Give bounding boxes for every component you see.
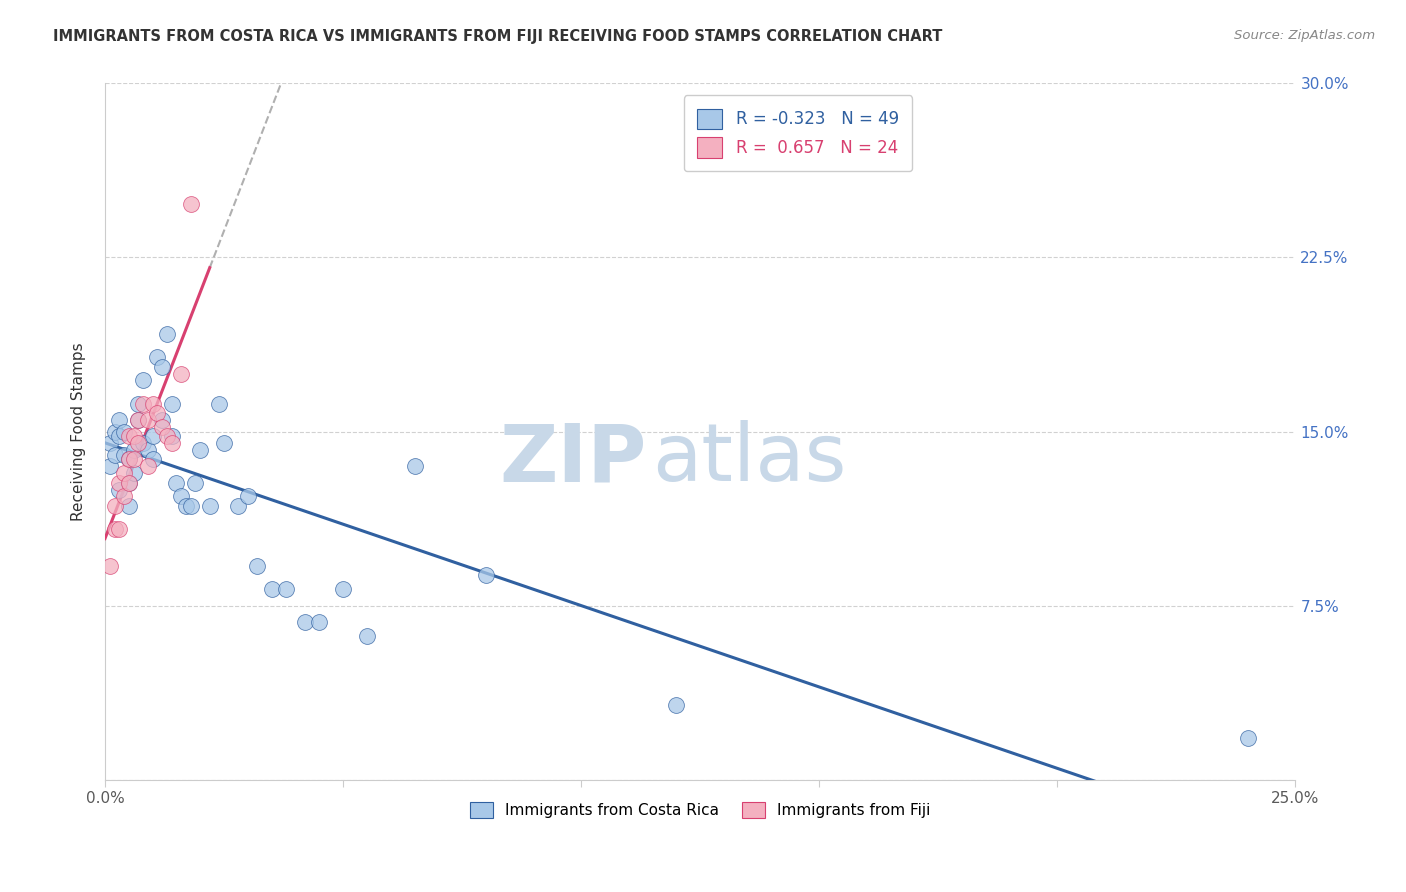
Point <box>108 413 131 427</box>
Point <box>665 698 688 713</box>
Point <box>160 436 183 450</box>
Point <box>274 582 297 597</box>
Text: IMMIGRANTS FROM COSTA RICA VS IMMIGRANTS FROM FIJI RECEIVING FOOD STAMPS CORRELA: IMMIGRANTS FROM COSTA RICA VS IMMIGRANTS… <box>53 29 943 44</box>
Point <box>136 459 159 474</box>
Point <box>160 429 183 443</box>
Point <box>98 559 121 574</box>
Point <box>132 397 155 411</box>
Legend: Immigrants from Costa Rica, Immigrants from Fiji: Immigrants from Costa Rica, Immigrants f… <box>464 796 936 824</box>
Point <box>146 406 169 420</box>
Point <box>112 490 135 504</box>
Point <box>260 582 283 597</box>
Point <box>108 475 131 490</box>
Point <box>308 615 330 629</box>
Point <box>208 397 231 411</box>
Point <box>118 475 141 490</box>
Point <box>118 499 141 513</box>
Point <box>150 359 173 374</box>
Point <box>98 436 121 450</box>
Point <box>404 459 426 474</box>
Point <box>103 522 125 536</box>
Point <box>180 499 202 513</box>
Point <box>103 499 125 513</box>
Point <box>156 327 179 342</box>
Point <box>294 615 316 629</box>
Text: atlas: atlas <box>652 420 846 499</box>
Point <box>112 467 135 481</box>
Text: Source: ZipAtlas.com: Source: ZipAtlas.com <box>1234 29 1375 42</box>
Point <box>142 429 165 443</box>
Point <box>122 443 145 458</box>
Point <box>122 467 145 481</box>
Point <box>108 483 131 497</box>
Point <box>142 452 165 467</box>
Point <box>180 197 202 211</box>
Point <box>246 559 269 574</box>
Point <box>122 452 145 467</box>
Point <box>150 420 173 434</box>
Point <box>132 436 155 450</box>
Point <box>122 429 145 443</box>
Point <box>212 436 235 450</box>
Point <box>236 490 259 504</box>
Point <box>475 568 498 582</box>
Point <box>1237 731 1260 745</box>
Point <box>103 448 125 462</box>
Point <box>146 351 169 365</box>
Point <box>170 490 193 504</box>
Point <box>127 436 149 450</box>
Point <box>165 475 187 490</box>
Point <box>118 452 141 467</box>
Point <box>228 499 250 513</box>
Text: ZIP: ZIP <box>499 420 647 499</box>
Point <box>188 443 211 458</box>
Point <box>150 413 173 427</box>
Point <box>132 374 155 388</box>
Point <box>170 367 193 381</box>
Point <box>98 459 121 474</box>
Point <box>127 413 149 427</box>
Y-axis label: Receiving Food Stamps: Receiving Food Stamps <box>72 343 86 521</box>
Point <box>198 499 221 513</box>
Point <box>160 397 183 411</box>
Point <box>112 448 135 462</box>
Point <box>332 582 354 597</box>
Point <box>127 413 149 427</box>
Point <box>127 397 149 411</box>
Point <box>174 499 197 513</box>
Point <box>118 429 141 443</box>
Point <box>356 629 378 643</box>
Point <box>118 475 141 490</box>
Point <box>118 452 141 467</box>
Point <box>103 425 125 439</box>
Point <box>108 429 131 443</box>
Point <box>184 475 207 490</box>
Point <box>112 425 135 439</box>
Point <box>136 413 159 427</box>
Point <box>108 522 131 536</box>
Point <box>136 443 159 458</box>
Point <box>156 429 179 443</box>
Point <box>142 397 165 411</box>
